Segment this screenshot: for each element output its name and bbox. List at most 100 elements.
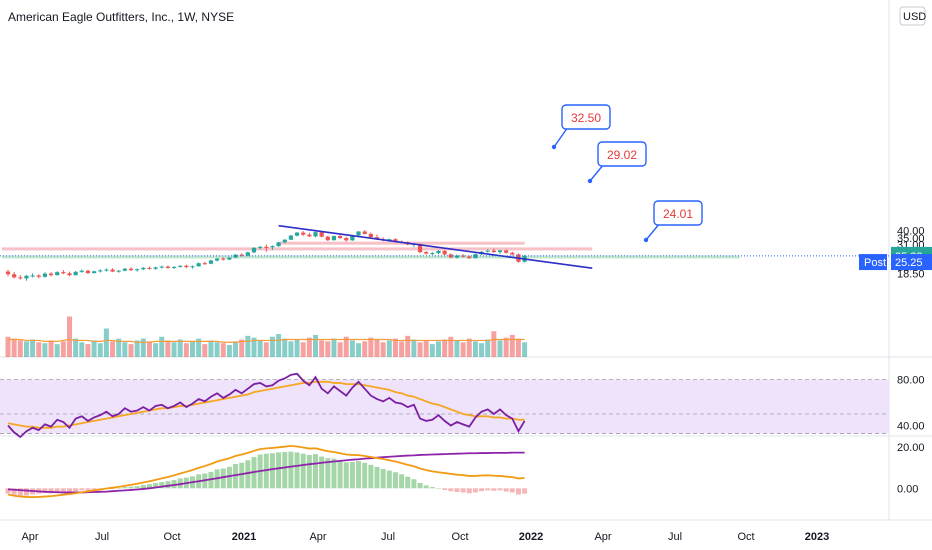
candle: [79, 269, 84, 273]
macd-hist-bar: [54, 488, 60, 493]
macd-hist-bar: [497, 488, 503, 491]
macd-hist-bar: [466, 488, 472, 494]
candle: [461, 254, 466, 258]
candle-body: [79, 270, 84, 272]
callout-label: 29.02: [607, 148, 637, 162]
rsi-tick-label: 80.00: [897, 375, 925, 387]
candle: [42, 272, 47, 278]
currency-button[interactable]: USD: [899, 6, 926, 26]
volume-bar: [405, 335, 411, 357]
callout-label: 24.01: [663, 207, 693, 221]
candle-body: [153, 267, 158, 269]
volume-bar: [257, 340, 263, 357]
volume-bar: [245, 335, 251, 357]
candle-body: [135, 269, 140, 271]
zone-resistance-0[interactable]: [278, 241, 525, 245]
macd-hist-bar: [5, 488, 11, 494]
macd-hist-bar: [337, 460, 343, 489]
candle: [362, 230, 367, 235]
volume-bar: [386, 340, 392, 357]
volume-bar: [368, 337, 374, 357]
macd-hist-bar: [269, 453, 275, 489]
volume-layer: [5, 316, 528, 357]
candle: [135, 268, 140, 272]
candle-body: [36, 275, 41, 277]
candle-body: [61, 272, 66, 274]
candle-body: [258, 246, 263, 248]
volume-bar: [5, 336, 11, 357]
candle: [258, 245, 263, 250]
candle-body: [294, 232, 300, 236]
candle: [504, 249, 509, 254]
candle-body: [387, 239, 392, 241]
volume-bar: [11, 338, 17, 357]
candle-body: [208, 260, 214, 264]
candle-body: [18, 277, 23, 279]
symbol-title[interactable]: American Eagle Outfitters, Inc., 1W, NYS…: [8, 10, 234, 24]
macd-hist-bar: [294, 452, 300, 489]
volume-bar: [515, 338, 521, 357]
volume-bar: [276, 334, 282, 357]
callout-label: 32.50: [571, 111, 601, 125]
volume-bar: [103, 328, 109, 357]
volume-bar: [442, 339, 448, 357]
overlays-layer: [0, 224, 889, 269]
volume-bar: [190, 341, 195, 357]
candle-body: [393, 239, 398, 242]
volume-bar: [196, 338, 202, 357]
time-tick-label: Jul: [95, 531, 109, 543]
price-callout[interactable]: 24.01: [643, 200, 703, 243]
macd-hist-bar: [374, 466, 380, 489]
candle: [331, 235, 337, 241]
volume-bar: [503, 337, 509, 357]
macd-hist-bar: [165, 481, 171, 489]
zones-layer: [1, 241, 740, 259]
post-market-tag-label: Post: [864, 257, 886, 269]
price-axis[interactable]: 40.0035.0031.0027.0021.0018.5025.32Post2…: [859, 225, 932, 280]
candle-body: [497, 250, 503, 253]
candle: [141, 267, 146, 271]
volume-bar: [269, 336, 275, 357]
candle: [61, 270, 66, 275]
post-market-badge[interactable]: [859, 254, 887, 271]
macd-pane: 20.00 0.00: [5, 442, 925, 499]
macd-hist-bar: [153, 483, 159, 489]
candle: [325, 235, 330, 242]
macd-hist-bar: [17, 488, 23, 497]
candle: [497, 249, 503, 254]
candle-body: [73, 271, 78, 276]
zone-support-2[interactable]: [1, 255, 740, 259]
candle-body: [331, 236, 337, 241]
macd-hist-bar: [319, 456, 325, 489]
volume-bar: [448, 336, 454, 357]
post-market-price-tag: [891, 254, 932, 271]
candle-body: [104, 269, 109, 271]
candle: [294, 232, 300, 237]
macd-hist-bar: [67, 488, 72, 493]
candle: [171, 266, 177, 270]
time-axis[interactable]: Apr Jul Oct 2021 Apr Jul Oct 2022 Apr Jul Oct 2023: [21, 531, 829, 543]
candle: [344, 236, 349, 242]
volume-bar: [134, 340, 140, 357]
time-tick-label: 2021: [232, 531, 256, 543]
candle-body: [467, 256, 472, 259]
candle-body: [30, 275, 35, 277]
candle: [116, 269, 121, 273]
price-callout[interactable]: 29.02: [587, 141, 647, 184]
trendline[interactable]: [278, 224, 593, 269]
volume-bar: [325, 341, 331, 357]
time-tick-label: Apr: [21, 531, 38, 543]
zone-resistance-1[interactable]: [1, 247, 593, 251]
candle: [85, 269, 91, 274]
volume-bar: [110, 341, 116, 357]
candle-body: [55, 272, 60, 276]
time-tick-label: Oct: [737, 531, 754, 543]
candle-body: [461, 255, 466, 257]
candle-body: [122, 268, 127, 271]
candle-body: [215, 258, 220, 261]
candle-body: [141, 267, 146, 270]
candle-body: [5, 271, 11, 275]
signal-line: [7, 451, 525, 494]
price-callout[interactable]: 32.50: [551, 104, 611, 150]
